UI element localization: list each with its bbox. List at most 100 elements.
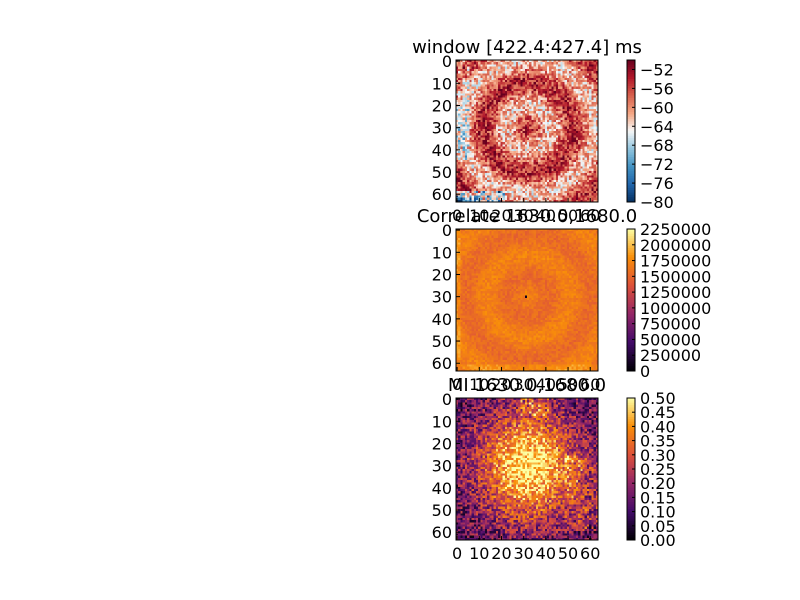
heatmap-cell: [578, 108, 581, 112]
heatmap-cell: [511, 237, 514, 241]
heatmap-cell: [527, 137, 530, 141]
heatmap-cell: [473, 173, 477, 176]
heatmap-cell: [571, 126, 574, 130]
heatmap-cell: [487, 139, 490, 143]
heatmap-cell: [580, 193, 583, 196]
heatmap-cell: [511, 88, 514, 92]
heatmap-cell: [456, 237, 459, 241]
heatmap-cell: [467, 148, 470, 152]
heatmap-cell: [553, 231, 557, 234]
heatmap-cell: [507, 233, 510, 236]
heatmap-cell: [469, 173, 472, 176]
heatmap-cell: [509, 133, 512, 136]
heatmap-cell: [482, 117, 486, 121]
heatmap-cell: [591, 106, 594, 110]
heatmap-cell: [589, 195, 592, 198]
heatmap-cell: [540, 150, 543, 154]
heatmap-cell: [518, 233, 521, 236]
heatmap-cell: [511, 153, 514, 156]
heatmap-cell: [593, 188, 597, 192]
heatmap-cell: [527, 62, 530, 65]
heatmap-cell: [458, 255, 461, 259]
heatmap-cell: [518, 135, 521, 138]
heatmap-cell: [575, 197, 579, 201]
heatmap-cell: [562, 190, 566, 194]
heatmap-cell: [533, 182, 537, 185]
heatmap-cell: [502, 131, 506, 134]
heatmap-cell: [546, 182, 550, 185]
heatmap-cell: [495, 66, 499, 70]
heatmap-cell: [580, 231, 583, 234]
heatmap-cell: [533, 102, 537, 105]
colorbar-segment: [627, 128, 635, 132]
heatmap-cell: [595, 195, 599, 198]
heatmap-cell: [564, 60, 568, 63]
x-tick-label: 30: [513, 206, 533, 225]
heatmap-cell: [462, 82, 466, 85]
heatmap-cell: [595, 126, 599, 130]
heatmap-cell: [511, 244, 514, 248]
heatmap-cell: [546, 117, 550, 121]
heatmap-cell: [562, 137, 566, 141]
heatmap-cell: [575, 142, 579, 145]
heatmap-cell: [524, 111, 528, 114]
heatmap-cell: [544, 64, 548, 67]
heatmap-cell: [504, 91, 508, 94]
heatmap-cell: [573, 233, 577, 236]
heatmap-cell: [551, 88, 554, 92]
heatmap-cell: [544, 117, 548, 121]
heatmap-cell: [495, 146, 499, 150]
heatmap-cell: [467, 142, 470, 145]
heatmap-cell: [540, 77, 543, 81]
heatmap-cell: [538, 195, 541, 198]
heatmap-cell: [571, 139, 574, 143]
heatmap-cell: [487, 122, 490, 125]
heatmap-cell: [469, 157, 472, 161]
heatmap-cell: [560, 128, 563, 132]
heatmap-cell: [511, 137, 514, 141]
heatmap-cell: [511, 66, 514, 70]
heatmap-cell: [546, 88, 550, 92]
heatmap-cell: [515, 77, 519, 81]
heatmap-cell: [589, 95, 592, 99]
heatmap-cell: [493, 242, 497, 245]
heatmap-cell: [549, 246, 552, 250]
heatmap-cell: [578, 142, 581, 145]
heatmap-cell: [469, 193, 472, 196]
heatmap-cell: [593, 170, 597, 174]
heatmap-cell: [467, 93, 470, 96]
heatmap-cell: [473, 175, 477, 178]
heatmap-cell: [529, 135, 532, 138]
heatmap-cell: [491, 77, 495, 81]
heatmap-cell: [460, 193, 463, 196]
heatmap-cell: [495, 111, 499, 114]
heatmap-cell: [458, 157, 461, 161]
colorbar-segment: [627, 178, 635, 182]
heatmap-cell: [467, 95, 470, 99]
heatmap-cell: [518, 128, 521, 132]
heatmap-cell: [553, 88, 557, 92]
heatmap-cell: [553, 71, 557, 74]
heatmap-cell: [535, 122, 539, 125]
heatmap-cell: [553, 115, 557, 118]
heatmap-cell: [538, 133, 541, 136]
heatmap-cell: [495, 162, 499, 165]
heatmap-cell: [531, 157, 534, 161]
heatmap-cell: [558, 148, 561, 152]
heatmap-cell: [591, 233, 594, 236]
heatmap-cell: [595, 197, 599, 201]
heatmap-cell: [511, 126, 514, 130]
heatmap-cell: [507, 166, 510, 170]
heatmap-cell: [493, 186, 497, 189]
heatmap-cell: [569, 106, 572, 110]
heatmap-cell: [551, 133, 554, 136]
heatmap-cell: [589, 126, 592, 130]
heatmap-cell: [589, 159, 592, 163]
heatmap-cell: [533, 193, 537, 196]
heatmap-cell: [507, 77, 510, 81]
heatmap-cell: [535, 235, 539, 239]
heatmap-cell: [584, 117, 588, 121]
heatmap-cell: [522, 102, 526, 105]
heatmap-cell: [456, 102, 459, 105]
